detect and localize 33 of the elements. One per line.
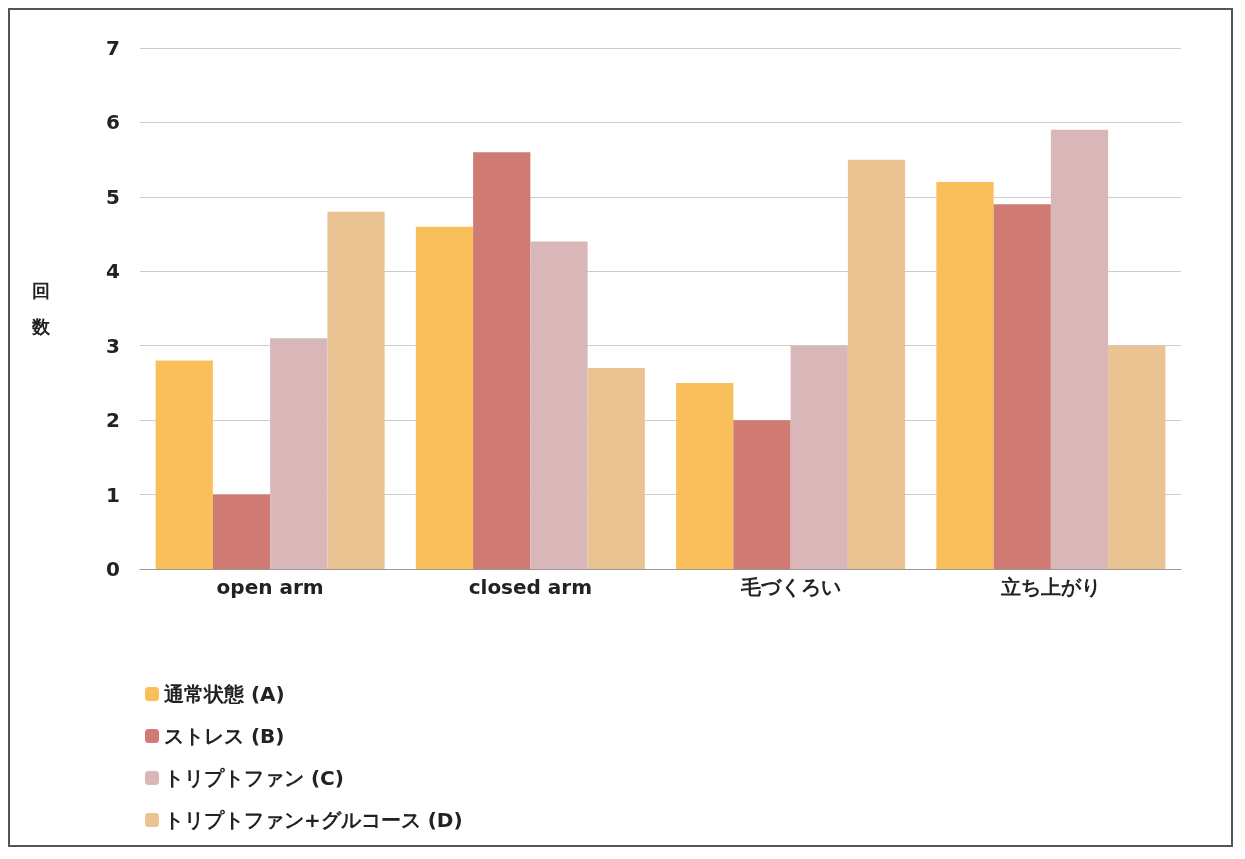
y-tick-label: 5 bbox=[106, 184, 120, 209]
legend-label: トリプトファン (C) bbox=[164, 766, 344, 790]
bar bbox=[155, 360, 213, 569]
bar bbox=[270, 338, 328, 569]
bar bbox=[587, 368, 645, 569]
y-axis-title: 回数 bbox=[31, 280, 51, 337]
y-tick-label: 4 bbox=[106, 259, 120, 284]
bar bbox=[327, 211, 385, 569]
bar bbox=[676, 382, 734, 569]
bar bbox=[790, 345, 848, 569]
bar bbox=[993, 204, 1051, 569]
bar bbox=[415, 226, 474, 569]
bar bbox=[473, 152, 531, 569]
legend-label: 通常状態 (A) bbox=[163, 682, 285, 706]
x-tick-label: open arm bbox=[216, 575, 324, 599]
bar bbox=[1108, 345, 1166, 569]
x-tick-label: closed arm bbox=[468, 575, 593, 599]
bar bbox=[936, 181, 994, 569]
y-tick-label: 1 bbox=[106, 482, 120, 507]
y-tick-label: 6 bbox=[106, 110, 120, 135]
y-tick-label: 2 bbox=[106, 408, 120, 433]
legend-label: ストレス (B) bbox=[164, 724, 285, 748]
bar bbox=[212, 494, 271, 569]
bar bbox=[733, 420, 791, 569]
y-tick-label: 3 bbox=[106, 333, 120, 358]
bar bbox=[530, 241, 588, 569]
y-tick-label: 0 bbox=[106, 557, 120, 581]
y-tick-label: 7 bbox=[106, 36, 120, 60]
x-tick-label: 毛づくろい bbox=[739, 575, 841, 599]
legend-label: トリプトファン+グルコース (D) bbox=[164, 808, 463, 832]
bar bbox=[1050, 129, 1109, 569]
x-tick-label: 立ち上がり bbox=[999, 575, 1101, 599]
bar bbox=[847, 159, 906, 569]
